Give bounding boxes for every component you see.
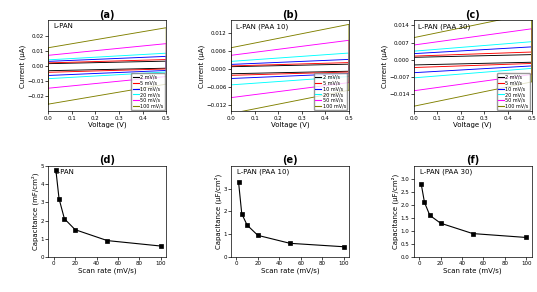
Text: L-PAN (PAA 30): L-PAN (PAA 30)	[418, 23, 471, 30]
Title: (b): (b)	[282, 10, 298, 20]
Y-axis label: Capacitance (μF/cm²): Capacitance (μF/cm²)	[214, 174, 222, 249]
X-axis label: Voltage (V): Voltage (V)	[88, 122, 127, 128]
Y-axis label: Capacitance (μF/cm²): Capacitance (μF/cm²)	[392, 174, 400, 249]
X-axis label: Scan rate (mV/s): Scan rate (mV/s)	[260, 267, 320, 274]
X-axis label: Scan rate (mV/s): Scan rate (mV/s)	[444, 267, 502, 274]
Legend: 2 mV/s, 5 mV/s, 10 mV/s, 20 mV/s, 50 mV/s, 100 mV/s: 2 mV/s, 5 mV/s, 10 mV/s, 20 mV/s, 50 mV/…	[497, 73, 530, 110]
Legend: 2 mV/s, 5 mV/s, 10 mV/s, 20 mV/s, 50 mV/s, 100 mV/s: 2 mV/s, 5 mV/s, 10 mV/s, 20 mV/s, 50 mV/…	[314, 73, 347, 110]
Y-axis label: Capacitance (mF/cm²): Capacitance (mF/cm²)	[32, 173, 39, 250]
Title: (c): (c)	[466, 10, 480, 20]
Text: L-PAN (PAA 10): L-PAN (PAA 10)	[236, 23, 288, 30]
Title: (f): (f)	[466, 155, 480, 165]
Y-axis label: Current (μA): Current (μA)	[381, 44, 388, 88]
Text: L-PAN (PAA 10): L-PAN (PAA 10)	[237, 169, 289, 175]
X-axis label: Voltage (V): Voltage (V)	[453, 122, 492, 128]
X-axis label: Voltage (V): Voltage (V)	[271, 122, 309, 128]
Y-axis label: Current (μA): Current (μA)	[199, 44, 205, 88]
Title: (a): (a)	[99, 10, 115, 20]
Text: L-PAN: L-PAN	[53, 23, 73, 29]
Title: (e): (e)	[282, 155, 298, 165]
Text: L-PAN (PAA 30): L-PAN (PAA 30)	[419, 169, 472, 175]
Text: L-PAN: L-PAN	[54, 169, 74, 175]
X-axis label: Scan rate (mV/s): Scan rate (mV/s)	[78, 267, 136, 274]
Title: (d): (d)	[99, 155, 115, 165]
Legend: 2 mV/s, 5 mV/s, 10 mV/s, 20 mV/s, 50 mV/s, 100 mV/s: 2 mV/s, 5 mV/s, 10 mV/s, 20 mV/s, 50 mV/…	[131, 73, 165, 110]
Y-axis label: Current (μA): Current (μA)	[19, 44, 26, 88]
